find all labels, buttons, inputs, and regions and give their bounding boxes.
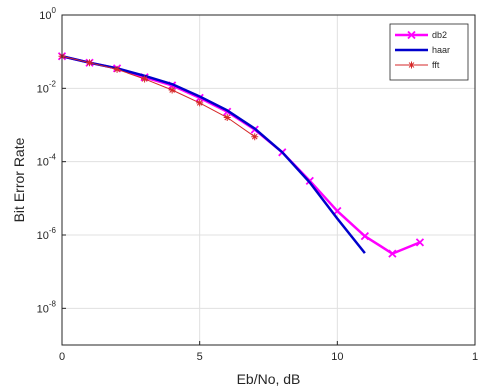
data-point [408, 61, 415, 69]
x-tick-label: 0 [59, 351, 65, 363]
data-point [141, 75, 149, 83]
data-point [388, 249, 397, 258]
y-tick-label: 100 [39, 6, 56, 22]
data-point [360, 232, 370, 241]
data-point [196, 99, 204, 107]
data-point [113, 65, 121, 73]
series-line-haar [61, 55, 366, 254]
series-haar [61, 55, 366, 254]
legend-label-db2: db2 [432, 30, 447, 40]
legend-box [389, 23, 469, 81]
y-tick-label: 10-8 [37, 299, 57, 315]
axes-box [61, 14, 476, 346]
series-layer [57, 52, 425, 258]
y-axis-label: Bit Error Rate [11, 137, 27, 222]
series-line-fft [61, 55, 256, 138]
legend-label-haar: haar [432, 45, 450, 55]
data-point [86, 59, 94, 67]
axis-ticks: 0 5 10 1 100 10-2 10-4 10-6 10-8 [37, 6, 478, 363]
x-tick-label: 5 [197, 351, 203, 363]
y-tick-label: 10-6 [37, 226, 57, 242]
data-point [407, 30, 416, 40]
x-tick-label: 10 [331, 351, 343, 363]
data-point [415, 238, 425, 247]
data-point [168, 86, 176, 94]
y-tick-label: 10-2 [37, 79, 57, 95]
data-point [333, 206, 342, 216]
y-tick-label: 10-4 [37, 153, 57, 169]
legend: db2 haar fft [389, 23, 469, 81]
data-point [251, 133, 259, 141]
legend-label-fft: fft [432, 60, 440, 70]
x-tick-label: 1 [472, 351, 478, 363]
data-point [223, 114, 231, 122]
grid [62, 15, 475, 345]
x-axis-label: Eb/No, dB [237, 371, 301, 387]
